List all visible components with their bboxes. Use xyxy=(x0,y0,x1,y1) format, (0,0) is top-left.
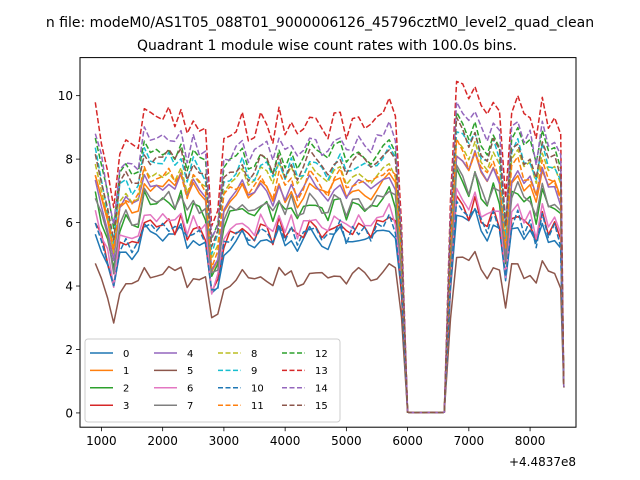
x-tick-label: 3000 xyxy=(209,434,240,448)
x-axis: 1000 2000 3000 4000 5000 6000 7000 8000 xyxy=(86,427,545,448)
series-line-15 xyxy=(94,116,565,414)
plot-frame xyxy=(79,57,577,428)
legend-label: 10 xyxy=(251,384,264,395)
legend-label: 14 xyxy=(315,384,328,395)
legend-label: 7 xyxy=(187,401,193,412)
x-tick-label: 7000 xyxy=(454,434,485,448)
series-line-11 xyxy=(94,138,565,414)
series-line-4 xyxy=(94,150,565,414)
series-line-8 xyxy=(94,139,565,414)
series-line-13 xyxy=(94,80,565,414)
plot-lines xyxy=(94,80,565,414)
y-tick-label: 4 xyxy=(65,280,73,294)
series-line-5 xyxy=(94,250,565,414)
legend-label: 0 xyxy=(123,349,129,360)
legend-label: 13 xyxy=(315,366,328,377)
y-axis: 0 2 4 6 8 10 xyxy=(58,89,80,420)
series-line-10 xyxy=(94,200,565,414)
y-tick-label: 0 xyxy=(65,406,73,420)
series-line-6 xyxy=(94,187,565,414)
y-tick-label: 6 xyxy=(65,216,73,230)
legend-label: 6 xyxy=(187,384,193,395)
legend-label: 4 xyxy=(187,349,193,360)
chart-suptitle: n file: modeM0/AS1T05_088T01_9000006126_… xyxy=(46,15,594,31)
x-tick-label: 6000 xyxy=(392,434,423,448)
series-line-3 xyxy=(94,194,565,414)
legend-label: 3 xyxy=(123,401,129,412)
x-tick-label: 5000 xyxy=(331,434,362,448)
y-tick-label: 8 xyxy=(65,153,73,167)
x-tick-label: 8000 xyxy=(515,434,546,448)
legend-label: 1 xyxy=(123,366,129,377)
x-offset-label: +4.4837e8 xyxy=(509,455,576,469)
y-tick-label: 10 xyxy=(58,89,73,103)
legend-label: 11 xyxy=(251,401,264,412)
legend-label: 9 xyxy=(251,366,257,377)
series-line-14 xyxy=(94,101,565,414)
chart-title: Quadrant 1 module wise count rates with … xyxy=(137,38,517,54)
legend-label: 8 xyxy=(251,349,257,360)
x-tick-label: 2000 xyxy=(147,434,178,448)
legend-box xyxy=(84,338,341,423)
x-tick-label: 1000 xyxy=(86,434,117,448)
series-line-7 xyxy=(94,164,565,414)
x-tick-label: 4000 xyxy=(270,434,301,448)
legend-label: 5 xyxy=(187,366,193,377)
legend-label: 2 xyxy=(123,384,129,395)
legend-label: 15 xyxy=(315,401,328,412)
y-tick-label: 2 xyxy=(65,343,73,357)
legend-label: 12 xyxy=(315,349,328,360)
